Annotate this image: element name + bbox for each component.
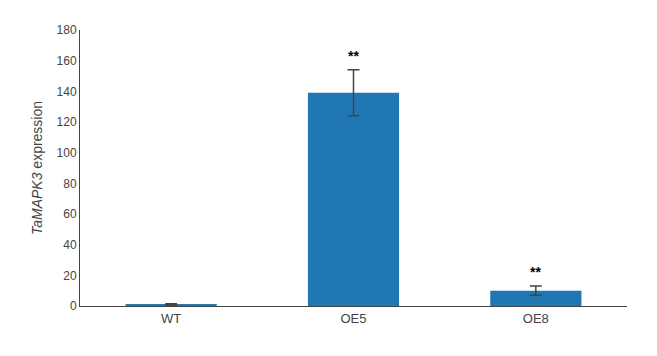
svg-text:**: ** [530, 264, 541, 280]
svg-text:80: 80 [63, 177, 77, 191]
svg-text:60: 60 [63, 207, 77, 221]
svg-text:WT: WT [161, 311, 181, 326]
svg-text:20: 20 [63, 269, 77, 283]
svg-text:40: 40 [63, 238, 77, 252]
svg-text:**: ** [348, 48, 359, 64]
svg-text:TaMAPK3 expression: TaMAPK3 expression [29, 101, 45, 235]
svg-text:0: 0 [70, 299, 77, 313]
svg-text:160: 160 [57, 54, 77, 68]
svg-text:OE8: OE8 [523, 311, 549, 326]
svg-text:120: 120 [57, 115, 77, 129]
svg-text:100: 100 [57, 146, 77, 160]
svg-text:OE5: OE5 [340, 311, 366, 326]
svg-text:140: 140 [57, 85, 77, 99]
svg-text:180: 180 [57, 23, 77, 37]
